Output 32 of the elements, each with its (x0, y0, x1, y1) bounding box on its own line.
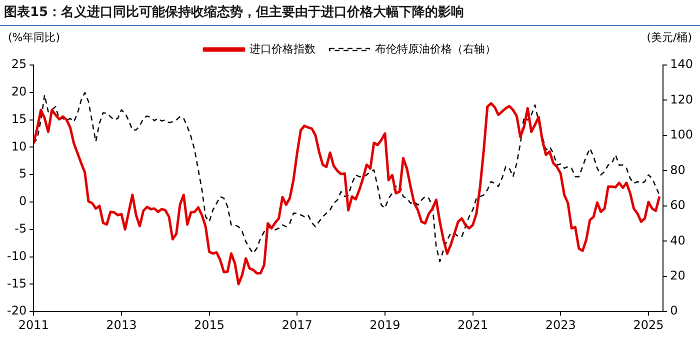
x-tick-label: 2017 (282, 318, 312, 332)
x-tick-label: 2021 (458, 318, 488, 332)
x-tick-label: 2013 (106, 318, 137, 332)
legend-label: 布伦特原油价格（右轴） (375, 42, 496, 56)
line-series (34, 92, 660, 262)
x-tick-label: 2025 (633, 318, 664, 332)
y-tick-label: 15 (11, 112, 27, 126)
chart-title: 图表15：名义进口同比可能保持收缩态势，但主要由于进口价格大幅下降的影响 (0, 0, 700, 26)
y-tick-label: 25 (11, 57, 27, 72)
y-tick-label: 20 (11, 84, 27, 99)
y-axis-title: (%年同比) (8, 30, 60, 44)
x-tick-label: 2023 (545, 318, 576, 332)
y-tick-label: 10 (11, 139, 27, 154)
x-tick-label: 2015 (194, 318, 225, 332)
y-tick-label: 0 (18, 194, 27, 208)
y2-tick-label: 140 (670, 57, 693, 72)
y2-tick-label: 40 (670, 233, 686, 248)
y2-tick-label: 100 (670, 128, 693, 142)
x-tick-label: 2019 (370, 318, 400, 332)
legend-label: 进口价格指数 (250, 42, 316, 56)
y2-axis-title: (美元/桶) (646, 30, 692, 44)
y-tick-label: -20 (6, 304, 27, 318)
y2-tick-label: 80 (670, 162, 686, 177)
x-tick-label: 2011 (18, 318, 49, 332)
y2-tick-label: 20 (670, 268, 686, 282)
y-tick-label: 5 (18, 166, 27, 181)
y2-tick-label: 60 (670, 198, 686, 212)
y-tick-label: -10 (6, 248, 27, 263)
y2-tick-label: 0 (670, 304, 678, 318)
y2-tick-label: 120 (670, 92, 693, 106)
y-tick-label: -15 (6, 276, 27, 290)
y-tick-label: -5 (14, 222, 27, 236)
